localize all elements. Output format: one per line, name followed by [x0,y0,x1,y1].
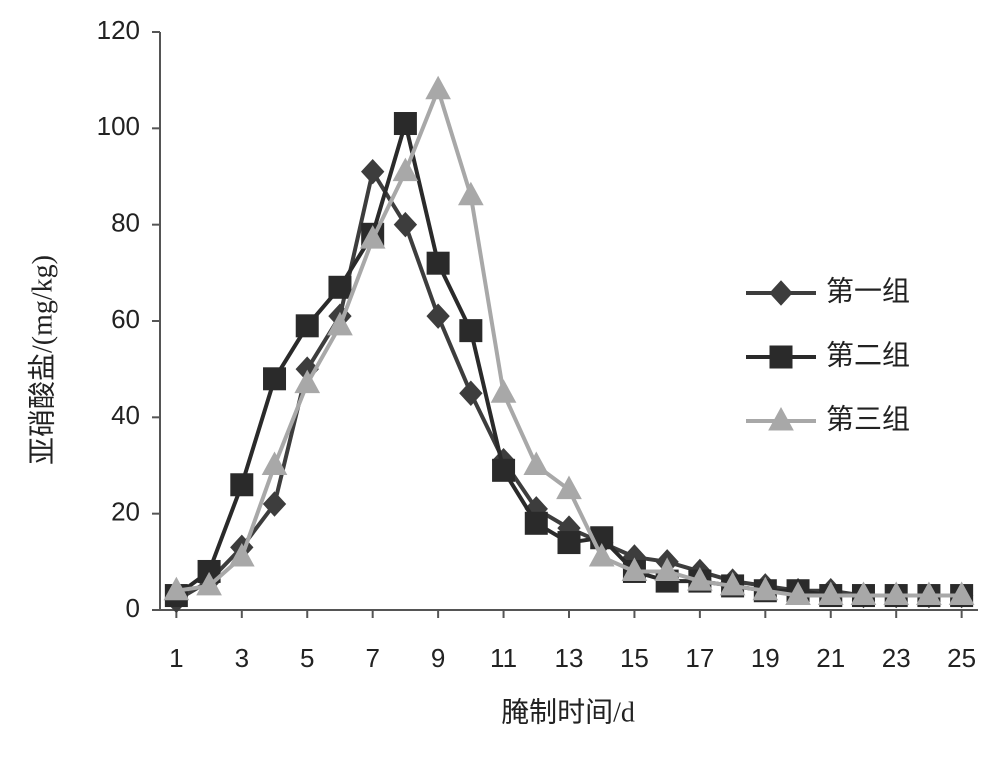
marker [426,303,450,329]
marker [556,475,582,500]
marker [687,567,713,591]
x-tick-label: 1 [169,643,183,673]
marker [393,112,417,136]
marker [654,557,681,581]
marker [327,311,353,336]
marker [850,581,877,606]
marker [230,473,254,497]
y-tick-label: 0 [126,593,140,623]
marker [557,531,581,555]
marker [817,581,844,606]
marker [294,369,321,394]
x-tick-label: 11 [490,643,517,673]
x-tick-label: 13 [555,643,584,673]
x-tick-label: 21 [816,643,845,673]
marker [459,380,483,406]
marker [392,157,419,182]
legend-label: 第二组 [826,339,910,370]
marker [490,379,517,403]
y-tick-label: 20 [111,497,140,527]
marker [263,367,287,391]
marker [785,581,811,606]
marker [768,406,794,431]
marker [588,542,615,567]
x-tick-label: 9 [431,643,445,673]
x-tick-label: 15 [620,643,649,673]
marker [769,280,793,306]
marker [425,75,451,100]
x-tick-label: 25 [947,643,976,673]
marker [196,571,222,596]
marker [228,542,255,567]
marker [916,581,942,606]
y-tick-label: 40 [111,400,140,430]
legend-label: 第一组 [826,275,910,306]
y-tick-label: 100 [97,111,140,141]
marker [295,314,319,338]
marker [328,275,352,299]
x-tick-label: 17 [685,643,714,673]
y-tick-label: 80 [111,208,140,238]
marker [459,319,483,343]
marker [523,451,550,475]
marker [621,557,648,581]
marker [752,576,779,601]
x-tick-label: 5 [300,643,314,673]
x-tick-label: 23 [882,643,911,673]
marker [393,211,418,238]
marker [769,345,793,369]
x-tick-label: 19 [751,643,780,673]
marker [262,491,287,517]
y-axis-label: 亚硝酸盐/(mg/kg) [26,255,58,465]
marker [163,576,190,601]
marker [361,158,385,185]
marker [359,225,386,249]
marker [426,251,450,275]
y-tick-label: 120 [97,15,140,45]
marker [883,581,910,606]
x-tick-label: 3 [235,643,249,673]
marker [719,571,746,596]
marker [948,581,975,606]
marker [492,458,516,482]
marker [457,181,484,206]
x-tick-label: 7 [365,643,379,673]
x-axis-label: 腌制时间/d [501,696,635,728]
marker [261,451,288,475]
y-tick-label: 60 [111,304,140,334]
marker [524,511,548,535]
legend-label: 第三组 [826,403,910,434]
